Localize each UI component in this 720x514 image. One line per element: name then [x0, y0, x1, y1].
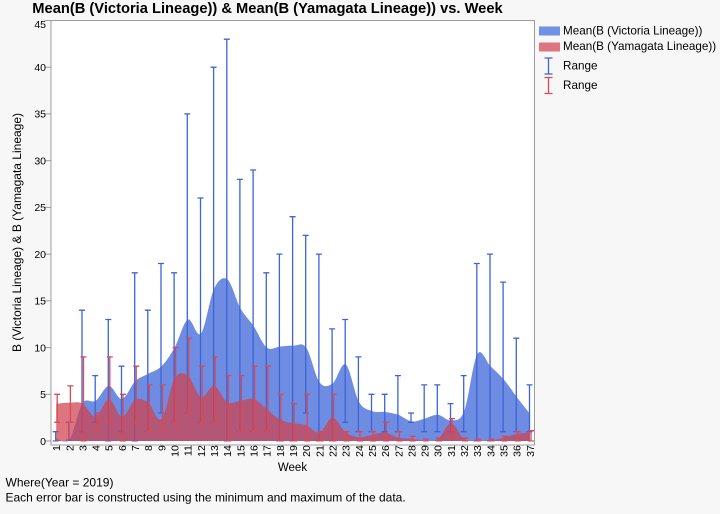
svg-text:5: 5: [104, 445, 116, 451]
svg-text:18: 18: [275, 445, 287, 457]
svg-text:31: 31: [446, 445, 458, 457]
svg-text:Mean(B (Victoria Lineage)) & M: Mean(B (Victoria Lineage)) & Mean(B (Yam…: [32, 1, 503, 17]
svg-text:10: 10: [34, 342, 46, 354]
svg-text:26: 26: [380, 445, 392, 457]
svg-text:4: 4: [91, 445, 103, 451]
svg-text:45: 45: [34, 19, 46, 31]
svg-text:21: 21: [314, 445, 326, 457]
svg-text:37: 37: [525, 445, 537, 457]
svg-text:22: 22: [328, 445, 340, 457]
svg-text:19: 19: [288, 445, 300, 457]
svg-text:1: 1: [51, 445, 63, 451]
svg-text:15: 15: [235, 445, 247, 457]
svg-text:Where(Year = 2019): Where(Year = 2019): [6, 476, 114, 490]
svg-text:Mean(B (Yamagata Lineage)): Mean(B (Yamagata Lineage)): [563, 40, 716, 53]
svg-text:28: 28: [406, 445, 418, 457]
svg-text:B (Victoria Lineage) & B (Yama: B (Victoria Lineage) & B (Yamagata Linea…: [10, 113, 24, 352]
svg-text:20: 20: [34, 249, 46, 261]
svg-text:9: 9: [156, 445, 168, 451]
svg-text:8: 8: [143, 445, 155, 451]
svg-text:5: 5: [40, 389, 46, 401]
svg-text:14: 14: [222, 445, 234, 457]
svg-text:17: 17: [262, 445, 274, 457]
svg-text:Week: Week: [278, 462, 307, 474]
svg-text:12: 12: [196, 445, 208, 457]
svg-text:Range: Range: [563, 60, 597, 73]
svg-text:16: 16: [249, 445, 261, 457]
svg-text:30: 30: [34, 156, 46, 168]
svg-text:35: 35: [34, 109, 46, 121]
svg-text:33: 33: [472, 445, 484, 457]
svg-text:34: 34: [485, 445, 497, 457]
svg-text:13: 13: [209, 445, 221, 457]
svg-text:0: 0: [40, 436, 46, 448]
svg-text:40: 40: [34, 62, 46, 74]
svg-text:35: 35: [499, 445, 511, 457]
svg-text:29: 29: [420, 445, 432, 457]
svg-text:23: 23: [341, 445, 353, 457]
svg-text:Range: Range: [563, 79, 597, 92]
svg-text:7: 7: [130, 445, 142, 451]
svg-text:15: 15: [34, 296, 46, 308]
svg-text:25: 25: [34, 202, 46, 214]
svg-text:20: 20: [301, 445, 313, 457]
svg-text:6: 6: [117, 445, 129, 451]
svg-text:3: 3: [77, 445, 89, 451]
svg-text:27: 27: [393, 445, 405, 457]
svg-text:2: 2: [64, 445, 76, 451]
svg-text:30: 30: [433, 445, 445, 457]
svg-text:10: 10: [170, 445, 182, 457]
svg-text:11: 11: [183, 445, 195, 456]
svg-text:24: 24: [354, 445, 366, 457]
svg-text:Mean(B (Victoria Lineage)): Mean(B (Victoria Lineage)): [563, 25, 703, 38]
svg-text:Each error bar is constructed: Each error bar is constructed using the …: [6, 491, 406, 505]
svg-text:32: 32: [459, 445, 471, 457]
svg-text:25: 25: [367, 445, 379, 457]
svg-text:36: 36: [512, 445, 524, 457]
